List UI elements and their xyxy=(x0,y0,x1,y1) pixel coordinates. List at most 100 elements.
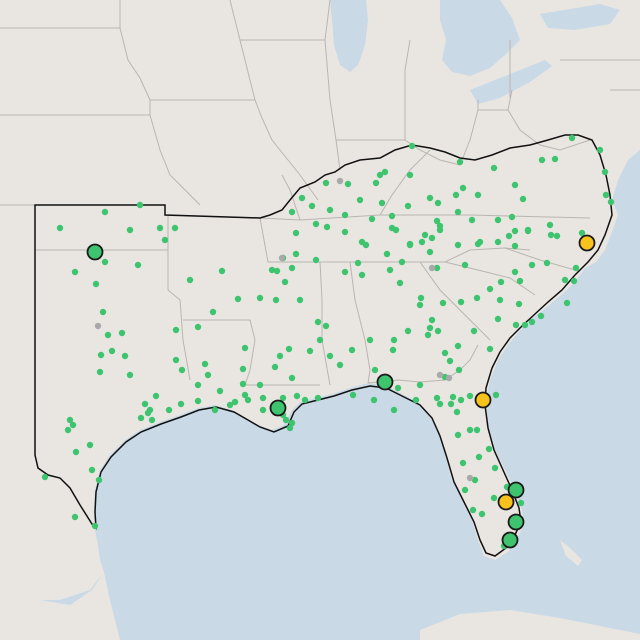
location-marker-small[interactable] xyxy=(494,315,502,323)
location-marker-small[interactable] xyxy=(459,184,467,192)
location-marker-small[interactable] xyxy=(316,336,324,344)
location-marker-small[interactable] xyxy=(418,238,426,246)
location-marker-small[interactable] xyxy=(71,513,79,521)
location-marker-small[interactable] xyxy=(101,258,109,266)
location-marker-small[interactable] xyxy=(91,522,99,530)
location-marker-small[interactable] xyxy=(508,213,516,221)
location-marker-small[interactable] xyxy=(156,224,164,232)
location-marker-small[interactable] xyxy=(441,349,449,357)
location-marker-small[interactable] xyxy=(471,476,479,484)
location-marker-small[interactable] xyxy=(92,280,100,288)
location-marker-small[interactable] xyxy=(383,250,391,258)
location-marker-small[interactable] xyxy=(439,299,447,307)
location-marker-small[interactable] xyxy=(421,231,429,239)
location-marker-small[interactable] xyxy=(476,238,484,246)
location-marker-small[interactable] xyxy=(436,400,444,408)
location-marker-small[interactable] xyxy=(288,374,296,382)
location-marker-small[interactable] xyxy=(209,308,217,316)
location-marker-small[interactable] xyxy=(517,499,525,507)
location-marker-small[interactable] xyxy=(528,261,536,269)
location-marker-small[interactable] xyxy=(244,396,252,404)
location-marker-small[interactable] xyxy=(453,408,461,416)
location-marker-small[interactable] xyxy=(288,264,296,272)
location-marker-small[interactable] xyxy=(454,342,462,350)
location-marker-small[interactable] xyxy=(433,264,441,272)
location-marker-small[interactable] xyxy=(461,261,469,269)
location-marker-small[interactable] xyxy=(511,227,519,235)
location-marker-small[interactable] xyxy=(563,299,571,307)
location-marker-small[interactable] xyxy=(314,394,322,402)
location-marker-small[interactable] xyxy=(546,221,554,229)
location-marker-small[interactable] xyxy=(417,294,425,302)
location-marker-small[interactable] xyxy=(41,473,49,481)
location-marker-small[interactable] xyxy=(118,329,126,337)
location-marker-small[interactable] xyxy=(370,396,378,404)
location-marker-small[interactable] xyxy=(490,164,498,172)
location-marker-small[interactable] xyxy=(474,191,482,199)
location-marker-small[interactable] xyxy=(452,191,460,199)
location-marker-small[interactable] xyxy=(433,394,441,402)
location-marker-small[interactable] xyxy=(148,416,156,424)
location-marker-small[interactable] xyxy=(368,215,376,223)
location-marker-small[interactable] xyxy=(88,466,96,474)
location-marker-small[interactable] xyxy=(312,256,320,264)
location-marker-small[interactable] xyxy=(66,416,74,424)
location-marker-small[interactable] xyxy=(473,294,481,302)
location-marker-small[interactable] xyxy=(468,216,476,224)
location-marker-small[interactable] xyxy=(86,441,94,449)
location-marker-small[interactable] xyxy=(478,510,486,518)
location-marker-small[interactable] xyxy=(194,397,202,405)
location-marker-large-green[interactable] xyxy=(507,513,525,531)
location-marker-small[interactable] xyxy=(494,238,502,246)
location-marker-small[interactable] xyxy=(516,277,524,285)
location-marker-small[interactable] xyxy=(428,316,436,324)
location-marker-small[interactable] xyxy=(497,278,505,286)
location-marker-small[interactable] xyxy=(578,229,586,237)
location-marker-small[interactable] xyxy=(519,195,527,203)
location-marker-small[interactable] xyxy=(426,194,434,202)
location-marker-small[interactable] xyxy=(298,194,306,202)
location-marker-small[interactable] xyxy=(292,250,300,258)
location-marker-small[interactable] xyxy=(99,308,107,316)
location-marker-small[interactable] xyxy=(341,228,349,236)
location-marker-small[interactable] xyxy=(137,414,145,422)
location-marker-small[interactable] xyxy=(64,426,72,434)
location-marker-small[interactable] xyxy=(394,384,402,392)
location-marker-small[interactable] xyxy=(126,371,134,379)
location-marker-small[interactable] xyxy=(204,371,212,379)
location-marker-small[interactable] xyxy=(389,346,397,354)
location-marker-small[interactable] xyxy=(524,226,532,234)
location-marker-small[interactable] xyxy=(485,445,493,453)
location-marker-small[interactable] xyxy=(285,345,293,353)
location-marker-small[interactable] xyxy=(322,322,330,330)
location-marker-small[interactable] xyxy=(570,277,578,285)
location-marker-small[interactable] xyxy=(272,296,280,304)
location-marker-small[interactable] xyxy=(376,171,384,179)
location-marker-large-green[interactable] xyxy=(376,373,394,391)
location-marker-small[interactable] xyxy=(344,180,352,188)
small-marker-layer[interactable] xyxy=(41,134,615,550)
location-marker-small[interactable] xyxy=(572,264,580,272)
location-marker-small[interactable] xyxy=(72,448,80,456)
location-marker-small[interactable] xyxy=(449,393,457,401)
location-marker-small[interactable] xyxy=(404,202,412,210)
location-marker-large-yellow[interactable] xyxy=(474,391,492,409)
location-marker-small[interactable] xyxy=(491,464,499,472)
location-marker-small[interactable] xyxy=(596,146,604,154)
location-marker-small[interactable] xyxy=(406,171,414,179)
location-marker-small[interactable] xyxy=(276,352,284,360)
location-marker-small[interactable] xyxy=(341,211,349,219)
location-marker-small[interactable] xyxy=(568,134,576,142)
location-marker-small[interactable] xyxy=(392,226,400,234)
location-marker-small[interactable] xyxy=(511,268,519,276)
location-marker-small[interactable] xyxy=(390,336,398,344)
location-marker-small[interactable] xyxy=(446,357,454,365)
location-marker-small[interactable] xyxy=(141,400,149,408)
location-marker-small[interactable] xyxy=(602,191,610,199)
location-marker-small[interactable] xyxy=(505,232,513,240)
location-marker-small[interactable] xyxy=(348,346,356,354)
location-marker-small[interactable] xyxy=(108,347,116,355)
location-marker-small[interactable] xyxy=(511,181,519,189)
location-marker-small[interactable] xyxy=(406,240,414,248)
